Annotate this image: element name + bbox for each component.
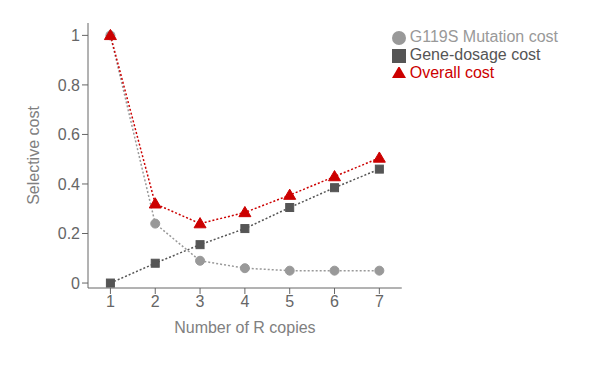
svg-text:0.2: 0.2	[58, 225, 80, 242]
svg-text:6: 6	[330, 293, 339, 310]
svg-text:Number of R copies: Number of R copies	[174, 319, 315, 336]
svg-text:1: 1	[106, 293, 115, 310]
svg-text:4: 4	[240, 293, 249, 310]
svg-text:5: 5	[285, 293, 294, 310]
html-text:Gene-dosage cost: Gene-dosage cost	[409, 46, 541, 63]
svg-text:3: 3	[196, 293, 205, 310]
svg-text:0: 0	[71, 275, 80, 292]
svg-text:Selective cost: Selective cost	[25, 106, 42, 205]
svg-text:0.8: 0.8	[58, 77, 80, 94]
svg-text:0.4: 0.4	[58, 176, 80, 193]
svg-text:0.6: 0.6	[58, 126, 80, 143]
svg-text:1: 1	[71, 27, 80, 44]
html-text:G119S Mutation cost: G119S Mutation cost	[409, 28, 558, 45]
svg-text:2: 2	[151, 293, 160, 310]
html-text:Overall cost: Overall cost	[409, 64, 495, 81]
svg-text:7: 7	[375, 293, 384, 310]
